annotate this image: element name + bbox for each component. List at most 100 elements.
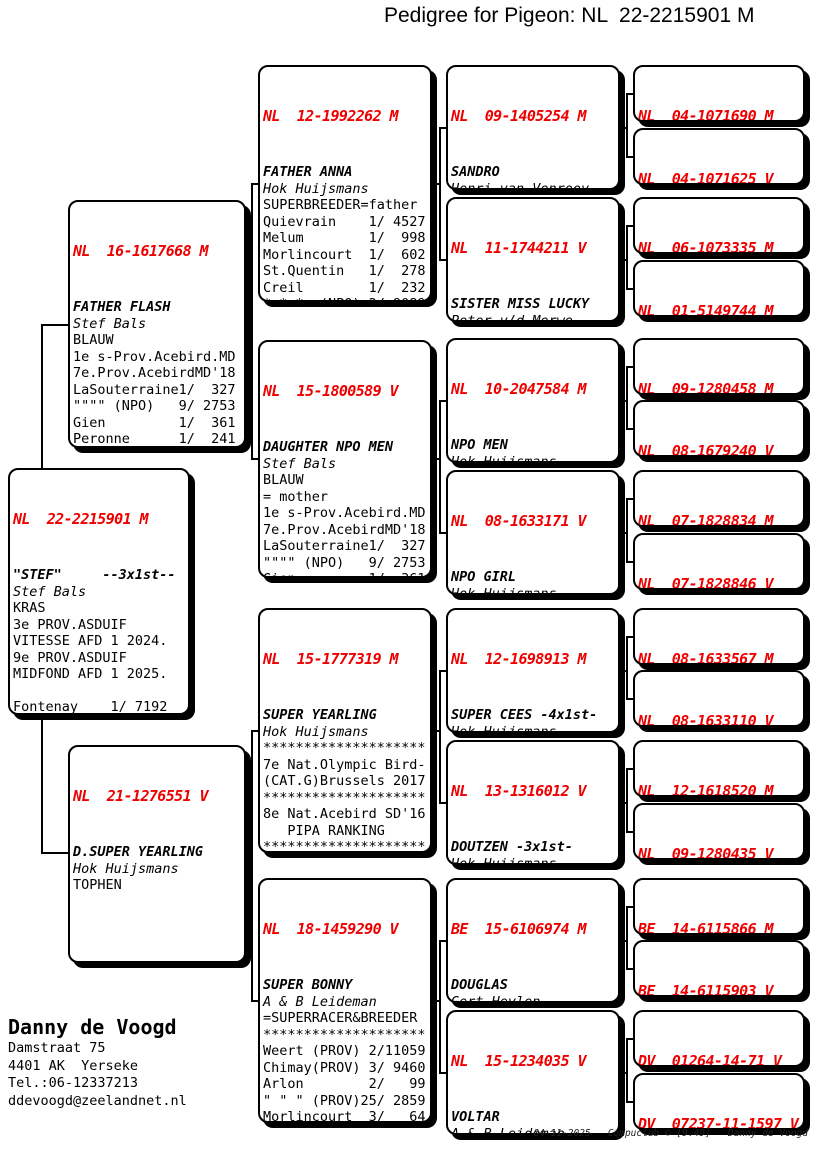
ring-number: NL 04-1071690 M bbox=[638, 107, 774, 122]
connector-line bbox=[439, 670, 446, 672]
connector-line bbox=[626, 366, 633, 368]
box-super-yearling: NL 15-1777319 M SUPER YEARLING Hok Huijsm… bbox=[258, 608, 432, 853]
pedigree-line: Morlincourt 1/ 602 bbox=[263, 246, 426, 263]
pedigree-line: SUPER CEES -4x1st- bbox=[451, 707, 598, 723]
box-details: FATHER FLASH Stef Bals BLAUW 1e s-Prov.Aceb… bbox=[73, 299, 241, 449]
pedigree-line: BLAUW bbox=[73, 332, 114, 348]
connector-line bbox=[41, 324, 68, 326]
footer-credit: 04-11-2025 Compuclub © [9.49] Danny de V… bbox=[533, 1128, 808, 1139]
box-details: "STEF" --3x1st-- Stef Bals KRAS 3e PROV.ASD… bbox=[13, 567, 185, 713]
ring-number: DV 07237-11-1597 V bbox=[638, 1115, 799, 1130]
connector-line bbox=[618, 259, 626, 261]
connector-line bbox=[430, 458, 439, 460]
pedigree-line: ******************** bbox=[263, 789, 426, 806]
pedigree-line bbox=[73, 943, 241, 960]
pedigree-line: Morlincourt 3/ 64 bbox=[263, 1109, 426, 1123]
pedigree-line bbox=[73, 927, 241, 944]
connector-line bbox=[626, 498, 633, 500]
pedigree-line: Peter v/d Merwe bbox=[451, 312, 573, 322]
ring-number: NL 12-1698913 M bbox=[451, 650, 587, 668]
pedigree-line: DAUGHTER NPO MEN bbox=[263, 439, 394, 455]
pedigree-line: Hok Huijsmans bbox=[451, 723, 557, 733]
pedigree-line bbox=[73, 910, 241, 927]
connector-line bbox=[439, 259, 446, 261]
pedigree-line: ******************** bbox=[263, 1026, 426, 1043]
pedigree-line: * * * (NPO) 2/ 9089 bbox=[263, 296, 427, 300]
connector-line bbox=[251, 730, 258, 732]
pedigree-line: """" (NPO) 9/ 2753 bbox=[73, 398, 236, 414]
page-title: Pedigree for Pigeon: NL 22-2215901 M bbox=[384, 4, 755, 27]
connector-line bbox=[439, 127, 441, 261]
connector-line bbox=[618, 670, 626, 672]
pedigree-line: Hok Huijsmans bbox=[451, 453, 557, 463]
connector-line bbox=[626, 366, 628, 430]
pedigree-line: DOUGLAS bbox=[451, 977, 508, 993]
pedigree-line: Gien 1/ 361 bbox=[263, 571, 427, 576]
pedigree-line: 1e s-Prov.Acebird.MD bbox=[73, 348, 236, 365]
ring-number: NL 13-1316012 V bbox=[451, 782, 587, 800]
box-geert: NL 08-1633567 M GEERT Hok Huijsmans bbox=[633, 608, 805, 665]
connector-line bbox=[439, 400, 446, 402]
box-torsten: DV 01264-14-71 V TORSTEN W.Roeper bbox=[633, 1010, 805, 1067]
pedigree-line: Hok Huijsmans bbox=[451, 855, 557, 865]
box-super-bonny: NL 18-1459290 V SUPER BONNY A & B Leidema… bbox=[258, 878, 432, 1123]
pedigree-line: Weert (PROV) 2/11059 bbox=[263, 1043, 426, 1059]
pedigree-line: D.SUPER YEARLING bbox=[73, 844, 204, 860]
connector-line bbox=[430, 1000, 439, 1002]
box-details: DOUTZEN -3x1st-Hok Huijsmans************… bbox=[451, 839, 615, 865]
connector-line bbox=[626, 498, 628, 563]
connector-line bbox=[626, 831, 633, 833]
pedigree-line: 3e PROV.ASDUIF bbox=[13, 616, 127, 633]
pedigree-line: "STEF" --3x1st-- bbox=[13, 567, 176, 583]
connector-line bbox=[244, 852, 251, 854]
connector-line bbox=[626, 906, 628, 970]
connector-line bbox=[439, 127, 446, 129]
ring-number: NL 09-1280458 M bbox=[638, 380, 774, 395]
pedigree-line: Hok Huijsmans bbox=[451, 585, 557, 595]
connector-line bbox=[626, 156, 633, 158]
ring-number: NL 09-1405254 M bbox=[451, 107, 587, 125]
owner-email: ddevoogd@zeelandnet.nl bbox=[8, 1092, 187, 1109]
box-details: DAUGHTER NPO MEN Stef Bals BLAUW = mother 1e… bbox=[263, 439, 427, 576]
pedigree-line: """" (NPO) 9/ 2753 bbox=[263, 554, 426, 571]
pedigree-line: NPO GIRL bbox=[451, 569, 517, 585]
connector-line bbox=[439, 940, 446, 942]
connector-line bbox=[251, 183, 258, 185]
ring-number: NL 21-1276551 V bbox=[73, 787, 209, 805]
box-details: SUPER YEARLING Hok Huijsmans *************… bbox=[263, 707, 427, 851]
box-mother-doutzen: NL 09-1280435 V MOTHER DOUTZEN Hok Huijs… bbox=[633, 803, 805, 860]
pedigree-line: DOUTZEN -3x1st- bbox=[451, 839, 573, 855]
box-brother-lonka: NL 04-1071690 M BROTHER LONKA Henri van … bbox=[633, 65, 805, 122]
ring-number: NL 12-1992262 M bbox=[263, 107, 399, 125]
box-sister-miss-lucky: NL 11-1744211 V SISTER MISS LUCKY Peter v… bbox=[446, 197, 620, 322]
ring-number: NL 11-1744211 V bbox=[451, 239, 587, 257]
connector-line bbox=[626, 1038, 633, 1040]
pedigree-line: 8e Nat.Acebird SD'16 bbox=[263, 806, 426, 822]
pedigree-line: A & B Leideman bbox=[451, 1125, 565, 1135]
pedigree-line: 7e.Prov.AcebirdMD'18 bbox=[263, 521, 426, 538]
pedigree-line: TOPHEN bbox=[73, 877, 122, 893]
box-fieke: NL 04-1071625 V FIEKE Henri van Venrooy bbox=[633, 128, 805, 185]
connector-line bbox=[439, 532, 446, 534]
pedigree-line: NPO MEN bbox=[451, 437, 508, 453]
ring-number: BE 14-6115903 V bbox=[638, 982, 774, 997]
connector-line bbox=[626, 225, 628, 290]
connector-line bbox=[439, 400, 441, 534]
pedigree-line: Gien 1/ 361 bbox=[73, 414, 236, 431]
pedigree-line: Melun 1/ 223 bbox=[73, 448, 241, 449]
ring-number: NL 07-1828846 V bbox=[638, 575, 774, 590]
pedigree-line: ******************** bbox=[263, 740, 426, 756]
box-pikeur: NL 06-1073335 M PIKEUR Peter v/d Merwe bbox=[633, 197, 805, 254]
owner-phone: Tel.:06-12337213 bbox=[8, 1075, 139, 1091]
connector-line bbox=[626, 636, 633, 638]
pedigree-line: Stef Bals bbox=[263, 455, 337, 472]
ring-number: NL 01-5149744 M bbox=[638, 302, 774, 317]
pedigree-line: Hok Huijsmans bbox=[73, 860, 179, 877]
